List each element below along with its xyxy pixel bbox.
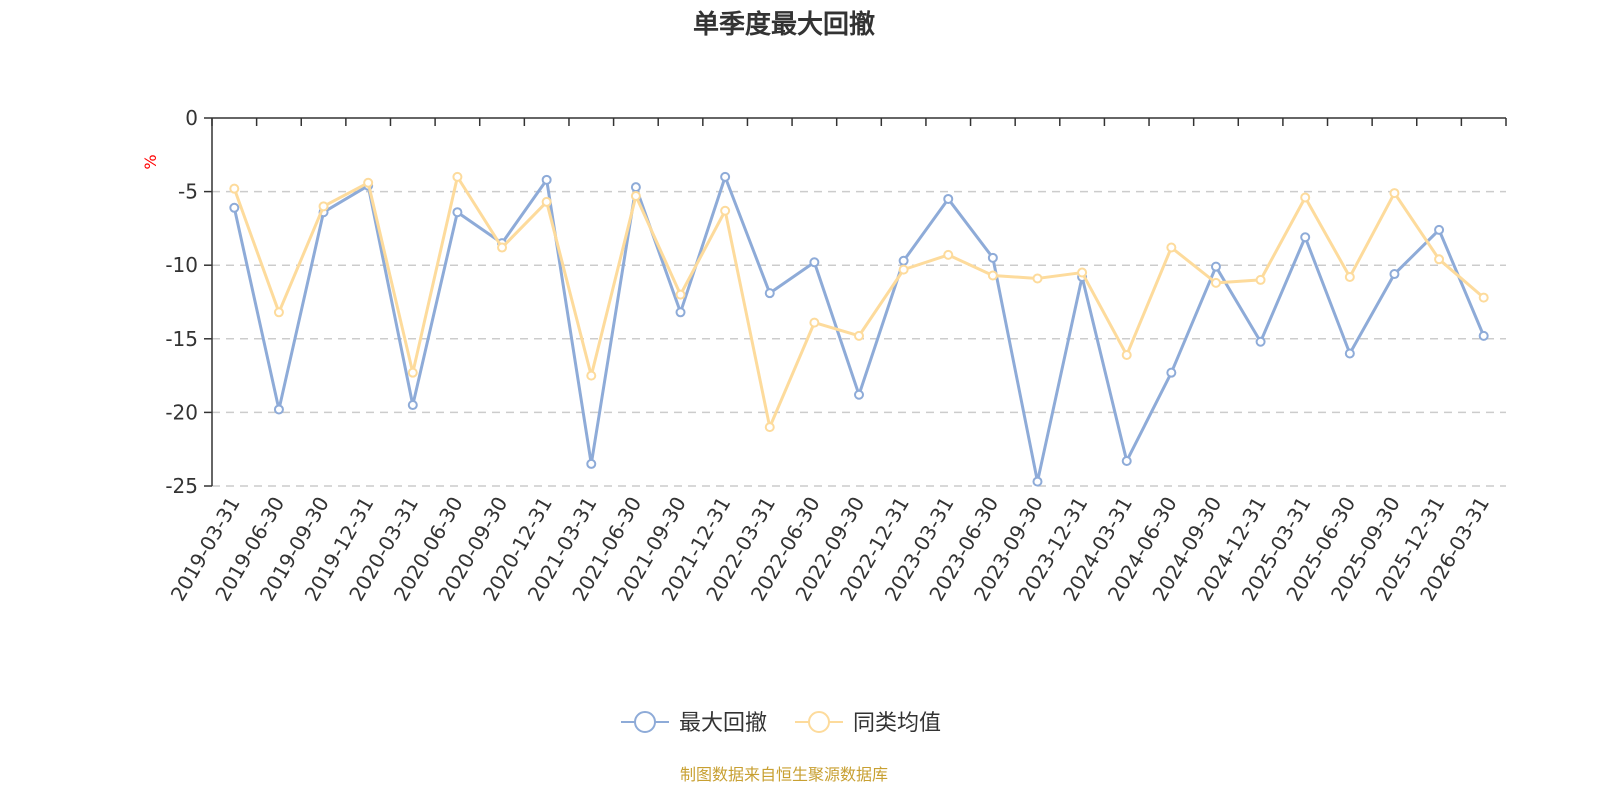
data-point[interactable] (1389, 188, 1400, 199)
data-point[interactable] (273, 404, 284, 415)
legend-label-max-drawdown: 最大回撤 (679, 711, 767, 736)
data-point[interactable] (987, 270, 998, 281)
data-point[interactable] (1255, 274, 1266, 285)
data-point[interactable] (541, 174, 552, 185)
y-tick-label: -5 (178, 180, 198, 204)
legend-item-max-drawdown[interactable]: 最大回撤 (621, 711, 767, 736)
data-point[interactable] (1389, 269, 1400, 280)
y-unit-label: % (141, 154, 160, 169)
legend-marker-icon (808, 711, 830, 733)
legend-item-peer-average[interactable]: 同类均值 (795, 711, 941, 736)
data-point[interactable] (452, 207, 463, 218)
data-point[interactable] (1344, 271, 1355, 282)
data-point[interactable] (720, 171, 731, 182)
data-point[interactable] (898, 255, 909, 266)
data-point[interactable] (586, 458, 597, 469)
data-point[interactable] (229, 202, 240, 213)
y-axis: 0 -5 -10 -15 -20 -25 (165, 106, 213, 498)
data-point[interactable] (898, 264, 909, 275)
data-point[interactable] (1166, 242, 1177, 253)
data-point[interactable] (764, 422, 775, 433)
series-1 (229, 171, 1489, 433)
data-point[interactable] (1210, 277, 1221, 288)
data-point[interactable] (987, 252, 998, 263)
data-point[interactable] (318, 201, 329, 212)
y-tick-label: -10 (165, 253, 198, 277)
data-point[interactable] (854, 330, 864, 341)
data-point[interactable] (943, 249, 954, 260)
data-point[interactable] (229, 183, 240, 194)
data-point[interactable] (541, 196, 552, 207)
legend-marker-icon (634, 711, 656, 733)
y-tick-label: 0 (185, 106, 198, 130)
data-point[interactable] (943, 193, 954, 204)
data-point[interactable] (630, 182, 641, 193)
data-point[interactable] (630, 191, 641, 202)
series-line (232, 175, 1485, 429)
data-point[interactable] (1478, 292, 1489, 303)
data-point[interactable] (1300, 192, 1311, 203)
series-layer (229, 171, 1489, 487)
legend-label-peer-average: 同类均值 (853, 711, 941, 736)
series-0 (229, 171, 1489, 487)
data-point[interactable] (1344, 348, 1355, 359)
data-point[interactable] (1166, 367, 1177, 378)
data-point[interactable] (1478, 330, 1489, 341)
y-tick-label: -20 (165, 400, 198, 424)
data-point[interactable] (1077, 267, 1088, 278)
data-point[interactable] (407, 400, 418, 411)
source-note: 制图数据来自恒生聚源数据库 (680, 765, 888, 784)
data-point[interactable] (1210, 261, 1221, 272)
data-point[interactable] (809, 257, 820, 268)
data-point[interactable] (809, 317, 820, 328)
data-point[interactable] (1300, 232, 1311, 243)
data-point[interactable] (854, 389, 864, 400)
data-point[interactable] (720, 205, 731, 216)
data-point[interactable] (586, 370, 597, 381)
y-tick-label: -25 (165, 474, 198, 498)
data-point[interactable] (407, 367, 418, 378)
data-point[interactable] (1434, 224, 1445, 235)
data-point[interactable] (1032, 273, 1043, 284)
data-point[interactable] (764, 288, 775, 299)
data-point[interactable] (1121, 349, 1132, 360)
data-point[interactable] (675, 289, 686, 300)
data-point[interactable] (1434, 254, 1445, 265)
y-tick-label: -15 (165, 327, 198, 351)
data-point[interactable] (675, 307, 686, 318)
data-point[interactable] (363, 177, 374, 188)
data-point[interactable] (497, 242, 508, 253)
data-point[interactable] (1121, 455, 1132, 466)
data-point[interactable] (1255, 336, 1266, 347)
legend[interactable]: 最大回撤 同类均值 (621, 711, 941, 736)
data-point[interactable] (1032, 476, 1043, 487)
chart-title: 单季度最大回撤 (693, 9, 875, 40)
data-point[interactable] (452, 171, 463, 182)
data-point[interactable] (273, 307, 284, 318)
